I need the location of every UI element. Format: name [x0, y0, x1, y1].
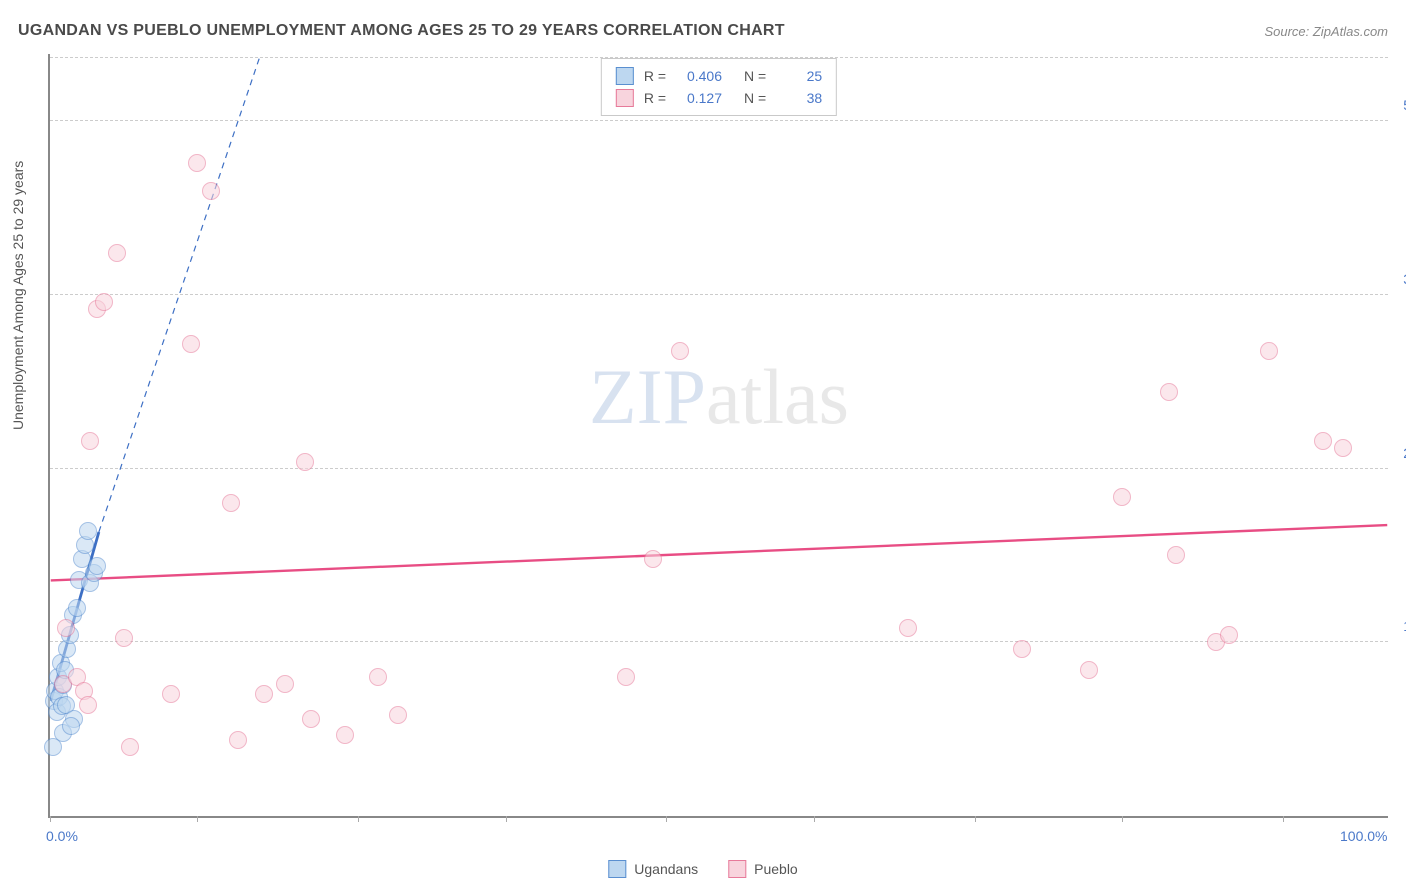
stat-r-label: R = — [644, 65, 666, 87]
data-point — [88, 557, 106, 575]
gridline — [50, 468, 1388, 469]
legend-swatch — [608, 860, 626, 878]
stats-legend-row: R = 0.127 N = 38 — [616, 87, 822, 109]
data-point — [229, 731, 247, 749]
x-tick — [1122, 816, 1123, 822]
data-point — [108, 244, 126, 262]
data-point — [899, 619, 917, 637]
x-tick — [50, 816, 51, 822]
gridline — [50, 120, 1388, 121]
gridline — [50, 641, 1388, 642]
data-point — [202, 182, 220, 200]
gridline — [50, 294, 1388, 295]
stat-r-value: 0.127 — [676, 87, 722, 109]
data-point — [44, 738, 62, 756]
stats-legend: R = 0.406 N = 25 R = 0.127 N = 38 — [601, 58, 837, 116]
data-point — [276, 675, 294, 693]
x-tick — [666, 816, 667, 822]
data-point — [302, 710, 320, 728]
data-point — [81, 432, 99, 450]
stat-n-value: 25 — [776, 65, 822, 87]
legend-swatch — [728, 860, 746, 878]
trend-line — [51, 525, 1387, 580]
stat-n-label: N = — [744, 87, 766, 109]
data-point — [389, 706, 407, 724]
data-point — [1260, 342, 1278, 360]
legend-item: Pueblo — [728, 860, 798, 878]
stat-r-label: R = — [644, 87, 666, 109]
chart-title: UGANDAN VS PUEBLO UNEMPLOYMENT AMONG AGE… — [18, 22, 785, 40]
data-point — [1334, 439, 1352, 457]
data-point — [1167, 546, 1185, 564]
x-tick — [197, 816, 198, 822]
legend-item: Ugandans — [608, 860, 698, 878]
series-legend: Ugandans Pueblo — [608, 860, 797, 878]
data-point — [162, 685, 180, 703]
stat-n-label: N = — [744, 65, 766, 87]
data-point — [255, 685, 273, 703]
y-axis-label: Unemployment Among Ages 25 to 29 years — [10, 161, 26, 430]
data-point — [79, 696, 97, 714]
trend-lines-layer — [50, 54, 1388, 816]
data-point — [296, 453, 314, 471]
data-point — [369, 668, 387, 686]
stat-n-value: 38 — [776, 87, 822, 109]
data-point — [68, 599, 86, 617]
data-point — [62, 717, 80, 735]
source-attribution: Source: ZipAtlas.com — [1264, 24, 1388, 39]
data-point — [1013, 640, 1031, 658]
data-point — [1080, 661, 1098, 679]
x-tick — [506, 816, 507, 822]
stats-legend-row: R = 0.406 N = 25 — [616, 65, 822, 87]
data-point — [1113, 488, 1131, 506]
x-tick — [975, 816, 976, 822]
legend-swatch — [616, 89, 634, 107]
legend-label: Ugandans — [634, 861, 698, 877]
x-tick-label: 100.0% — [1340, 828, 1387, 844]
data-point — [644, 550, 662, 568]
data-point — [336, 726, 354, 744]
x-tick — [814, 816, 815, 822]
data-point — [188, 154, 206, 172]
data-point — [222, 494, 240, 512]
data-point — [1314, 432, 1332, 450]
data-point — [182, 335, 200, 353]
x-tick — [358, 816, 359, 822]
x-tick — [1283, 816, 1284, 822]
data-point — [1160, 383, 1178, 401]
scatter-plot: ZIPatlas R =0.406N =25R =0.127N =38 12.5… — [48, 54, 1388, 818]
watermark: ZIPatlas — [589, 352, 849, 442]
data-point — [115, 629, 133, 647]
x-tick-label: 0.0% — [46, 828, 78, 844]
data-point — [79, 522, 97, 540]
data-point — [617, 668, 635, 686]
stat-r-value: 0.406 — [676, 65, 722, 87]
data-point — [95, 293, 113, 311]
data-point — [1220, 626, 1238, 644]
legend-swatch — [616, 67, 634, 85]
data-point — [57, 619, 75, 637]
data-point — [671, 342, 689, 360]
trend-line-extension — [99, 54, 425, 532]
data-point — [121, 738, 139, 756]
legend-label: Pueblo — [754, 861, 798, 877]
